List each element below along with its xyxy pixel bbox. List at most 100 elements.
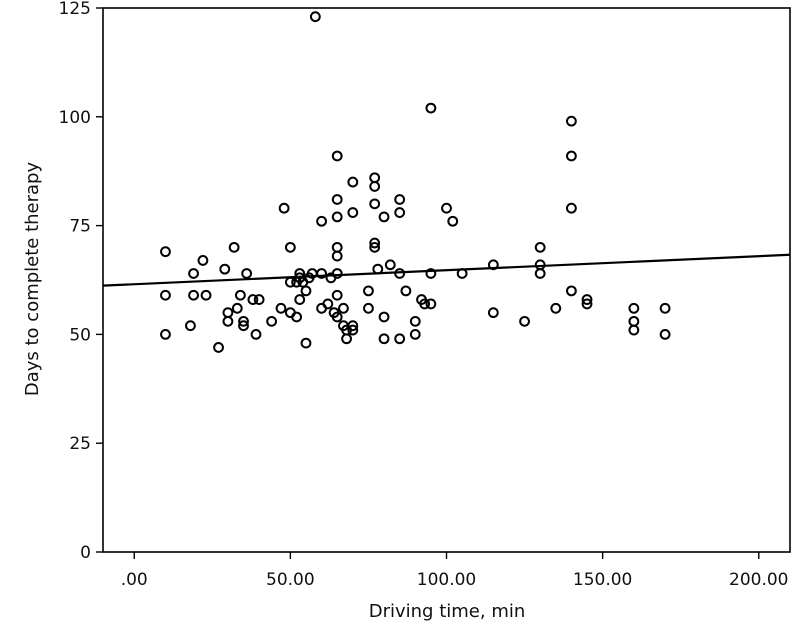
data-point <box>441 202 452 214</box>
data-point <box>160 246 171 258</box>
data-point <box>291 311 303 323</box>
x-axis-title: Driving time, min <box>369 601 526 622</box>
data-point <box>235 289 246 301</box>
data-point <box>369 181 381 192</box>
data-point <box>378 311 390 323</box>
data-point <box>347 176 359 188</box>
x-tick-label: 200.00 <box>729 570 788 590</box>
data-point <box>188 289 199 301</box>
data-point <box>222 315 234 327</box>
data-point <box>200 289 212 301</box>
data-point <box>534 241 546 253</box>
data-point <box>659 302 671 314</box>
y-tick-label: 100 <box>59 108 91 128</box>
data-point <box>369 237 381 249</box>
y-tick-label: 125 <box>59 0 91 19</box>
data-point <box>331 150 343 162</box>
data-point <box>213 342 224 353</box>
data-point <box>534 268 546 279</box>
data-point <box>275 302 287 314</box>
data-point <box>363 302 374 314</box>
data-point <box>322 298 334 310</box>
data-point <box>628 324 640 336</box>
data-point <box>331 268 343 279</box>
data-point <box>369 241 381 253</box>
data-point <box>331 289 343 301</box>
data-point <box>228 241 240 253</box>
y-tick-label: 0 <box>80 543 91 563</box>
data-point <box>316 268 327 279</box>
data-point <box>425 102 437 114</box>
y-tick-label: 25 <box>69 434 91 454</box>
data-point <box>300 337 312 349</box>
x-tick-label: 100.00 <box>417 570 476 590</box>
data-point <box>241 268 253 279</box>
data-point <box>331 250 343 262</box>
data-point <box>331 194 343 205</box>
data-point <box>347 320 359 332</box>
data-point <box>266 315 278 327</box>
fit-line <box>102 253 791 287</box>
data-point <box>309 11 321 23</box>
data-point <box>160 289 171 301</box>
data-point <box>628 302 640 314</box>
data-point <box>284 241 296 253</box>
data-point <box>447 215 459 227</box>
x-tick-label: .00 <box>121 570 148 590</box>
data-point <box>253 294 265 305</box>
data-point <box>425 298 437 310</box>
data-point <box>300 285 312 297</box>
data-point <box>425 268 437 279</box>
data-point <box>250 329 262 340</box>
data-point <box>369 198 381 210</box>
data-point <box>394 333 406 345</box>
data-point <box>188 268 199 279</box>
data-point <box>294 294 306 305</box>
data-point <box>566 150 577 162</box>
data-point <box>160 329 171 340</box>
data-point <box>219 263 231 275</box>
data-point <box>378 333 390 345</box>
data-point <box>487 259 499 271</box>
data-point <box>394 194 406 205</box>
data-point <box>347 324 359 336</box>
data-point <box>247 294 259 305</box>
data-points <box>160 11 671 353</box>
data-point <box>284 276 296 288</box>
data-point <box>409 329 421 340</box>
data-point <box>659 329 671 340</box>
data-point <box>456 268 468 279</box>
data-point <box>550 302 562 314</box>
fit-line-layer <box>102 253 791 287</box>
data-point <box>347 207 359 218</box>
data-point <box>384 259 396 271</box>
data-point <box>316 215 327 227</box>
data-point <box>363 285 374 297</box>
data-point <box>487 307 499 319</box>
data-point <box>394 268 406 279</box>
data-point <box>331 211 343 223</box>
data-point <box>519 315 530 327</box>
data-point <box>566 285 577 297</box>
data-point <box>238 320 249 332</box>
data-point <box>278 202 290 214</box>
data-point <box>581 294 593 305</box>
y-tick-label: 75 <box>69 217 91 237</box>
data-point <box>400 285 412 297</box>
data-point <box>378 211 390 223</box>
data-point <box>338 302 349 314</box>
data-point <box>566 115 577 127</box>
x-axis: .00 50.00 100.00 150.00 200.00 <box>121 552 789 590</box>
x-tick-label: 150.00 <box>573 570 632 590</box>
data-point <box>185 320 196 332</box>
data-point <box>231 302 243 314</box>
data-point <box>419 298 431 310</box>
y-axis-title: Days to complete therapy <box>22 162 43 397</box>
data-point <box>409 315 421 327</box>
x-tick-label: 50.00 <box>266 570 315 590</box>
y-tick-label: 50 <box>69 325 91 345</box>
y-axis: 0 25 50 75 100 125 <box>59 0 103 563</box>
data-point <box>372 263 384 275</box>
